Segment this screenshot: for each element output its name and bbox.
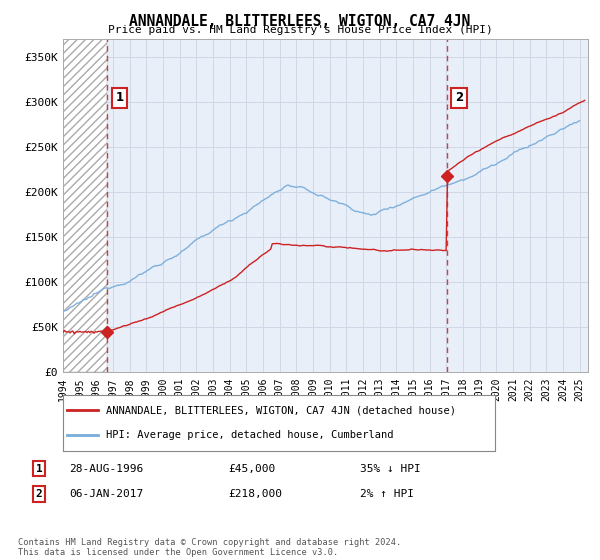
Text: ANNANDALE, BLITTERLEES, WIGTON, CA7 4JN (detached house): ANNANDALE, BLITTERLEES, WIGTON, CA7 4JN … bbox=[106, 405, 456, 416]
Text: 1: 1 bbox=[35, 464, 43, 474]
Text: £218,000: £218,000 bbox=[228, 489, 282, 499]
Text: 2: 2 bbox=[455, 91, 463, 104]
Text: 2: 2 bbox=[35, 489, 43, 499]
Text: ANNANDALE, BLITTERLEES, WIGTON, CA7 4JN: ANNANDALE, BLITTERLEES, WIGTON, CA7 4JN bbox=[130, 14, 470, 29]
Text: £45,000: £45,000 bbox=[228, 464, 275, 474]
Bar bbox=[63, 39, 107, 372]
Text: 1: 1 bbox=[115, 91, 124, 104]
Text: 28-AUG-1996: 28-AUG-1996 bbox=[69, 464, 143, 474]
Text: Contains HM Land Registry data © Crown copyright and database right 2024.
This d: Contains HM Land Registry data © Crown c… bbox=[18, 538, 401, 557]
Text: Price paid vs. HM Land Registry's House Price Index (HPI): Price paid vs. HM Land Registry's House … bbox=[107, 25, 493, 35]
Text: 06-JAN-2017: 06-JAN-2017 bbox=[69, 489, 143, 499]
Text: 35% ↓ HPI: 35% ↓ HPI bbox=[360, 464, 421, 474]
Text: 2% ↑ HPI: 2% ↑ HPI bbox=[360, 489, 414, 499]
Text: HPI: Average price, detached house, Cumberland: HPI: Average price, detached house, Cumb… bbox=[106, 430, 394, 440]
